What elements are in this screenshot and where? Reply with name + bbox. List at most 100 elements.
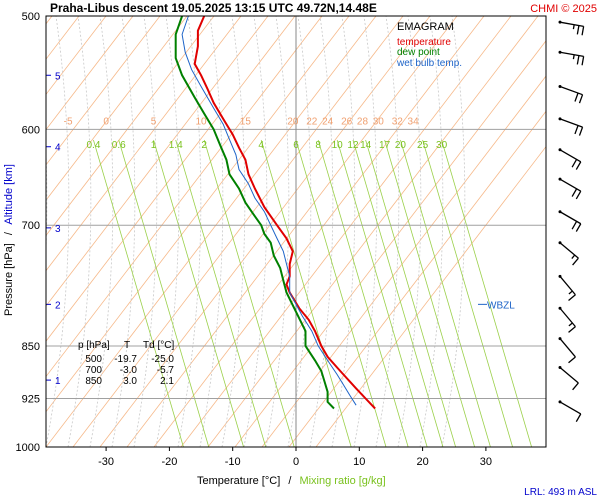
dry-adiabat-line (46, 16, 134, 131)
dry-adiabat-line (207, 16, 539, 447)
table-cell: -19.7 (114, 354, 137, 365)
dry-adiabat-line (72, 16, 404, 447)
moist-adiabat-line (397, 16, 422, 447)
wind-barb (558, 210, 582, 232)
wind-barb (558, 337, 576, 364)
wind-barb-flag (581, 26, 585, 36)
moist-adiabat-line (46, 16, 70, 447)
moist-adiabat-line (287, 16, 312, 447)
plot-frame (45, 15, 547, 448)
table-cell: 3.0 (123, 376, 137, 387)
table-cell: 700 (85, 365, 102, 376)
mixing-ratio-line (422, 139, 513, 447)
dry-adiabat-line (46, 16, 269, 307)
x-tick-label: 30 (480, 456, 492, 468)
wind-barb-dot (558, 241, 562, 245)
background-lines (46, 16, 546, 447)
y-tick-label: 1000 (16, 442, 40, 454)
altitude-tick-label: 1 (55, 376, 61, 387)
x-tick-label: 10 (353, 456, 365, 468)
dry-adiabat-line (126, 16, 458, 447)
y-axis-title-altitude: Altitude [km] (3, 164, 15, 225)
mixing-ratio-line (203, 139, 295, 447)
x-tick-label: -20 (161, 456, 177, 468)
wind-barb-dot (558, 337, 562, 341)
wind-barb-shaft (559, 51, 584, 58)
x-tick-label: -10 (225, 456, 241, 468)
wind-barb (558, 148, 582, 170)
mixing-ratio-label: 8 (315, 140, 321, 151)
legend: EMAGRAM temperature dew point wet bulb t… (396, 21, 462, 69)
moist-adiabat-line (309, 16, 334, 447)
x-axis-title: Temperature [°C] / Mixing ratio [g/kg] (197, 475, 386, 487)
wind-barb-flag (574, 125, 579, 135)
wind-barb-dot (558, 177, 562, 181)
wind-barb-dot (558, 366, 562, 370)
mixing-ratio-line (93, 139, 184, 447)
wind-barb-half-flag (568, 290, 573, 295)
temperature-line-label: -5 (64, 116, 73, 127)
wind-barb-flag (572, 257, 579, 266)
y-axis-title: Pressure [hPa] / Altitude [km] (3, 164, 15, 316)
mixing-ratio-label: 6 (293, 140, 299, 151)
series-layer (174, 15, 376, 410)
table-cell: -25.0 (151, 354, 174, 365)
wind-barb-shaft (559, 149, 582, 163)
wind-barb-flag (574, 92, 579, 102)
table-cell: -5.7 (157, 365, 175, 376)
altitude-tick-label: 4 (55, 143, 61, 154)
table-cell: -3.0 (120, 365, 138, 376)
copyright: CHMI © 2025 (530, 3, 597, 15)
moist-adiabat-line (331, 16, 356, 447)
moist-adiabat-line (221, 16, 246, 447)
y-tick-label: 700 (22, 220, 40, 232)
wind-barb-flag (571, 159, 578, 168)
wind-barb-dot (558, 210, 562, 214)
wind-barb-flag (576, 55, 580, 65)
x-axis-title-mixing: Mixing ratio [g/kg] (299, 475, 385, 487)
mixing-ratio-line (352, 139, 444, 447)
moist-adiabat-line (89, 16, 114, 447)
mixing-ratio-label: 12 (347, 140, 359, 151)
wind-barb-half-flag (571, 254, 576, 259)
legend-title: EMAGRAM (397, 21, 454, 33)
x-axis-title-temperature: Temperature [°C] (197, 475, 280, 487)
y-axis-title-pressure: Pressure [hPa] (3, 243, 15, 316)
temperature-line-label: 26 (341, 116, 353, 127)
table-header-td: Td [°C] (143, 340, 174, 351)
wind-barb-flag (568, 326, 576, 333)
wind-barb-dot (558, 400, 562, 404)
legend-wet-bulb: wet bulb temp. (396, 58, 462, 69)
mixing-ratio-label: 25 (417, 140, 429, 151)
wind-barb (558, 274, 576, 302)
mixing-ratio-label: 14 (360, 140, 372, 151)
temperature-line-label: 34 (408, 116, 420, 127)
dry-adiabat-line (46, 16, 161, 166)
temperature-line-label: 15 (240, 116, 252, 127)
mixing-ratio-label: 4 (258, 140, 264, 151)
wbzl-label: WBZL (487, 300, 515, 311)
wind-barb-shaft (559, 211, 582, 225)
temperature-line-label: 5 (151, 116, 157, 127)
altitude-tick-label: 2 (55, 300, 61, 311)
mixing-ratio-label: 10 (332, 140, 344, 151)
dry-adiabat-line (46, 16, 107, 96)
temperature-line-label: 10 (195, 116, 207, 127)
wind-barb-dot (558, 306, 562, 310)
wind-barb-flag (568, 294, 576, 302)
wind-barb-flag (575, 413, 582, 422)
moist-adiabat-line (155, 16, 180, 447)
mixing-ratio-label: 17 (379, 140, 391, 151)
wind-barb-half-flag (568, 322, 573, 327)
mixing-ratio-line (118, 139, 210, 447)
svg-text:Pressure [hPa] / A: Pressure [hPa] / Altitude [km] (3, 164, 15, 316)
mixing-ratio-label: 30 (436, 140, 448, 151)
wind-barb-shaft (559, 242, 579, 259)
chart-title: Praha-Libus descent 19.05.2025 13:15 UTC… (50, 1, 377, 15)
y-tick-label: 925 (22, 394, 40, 406)
wind-barb (558, 241, 579, 266)
moist-adiabat-line (243, 16, 268, 447)
wind-barb (558, 20, 585, 36)
